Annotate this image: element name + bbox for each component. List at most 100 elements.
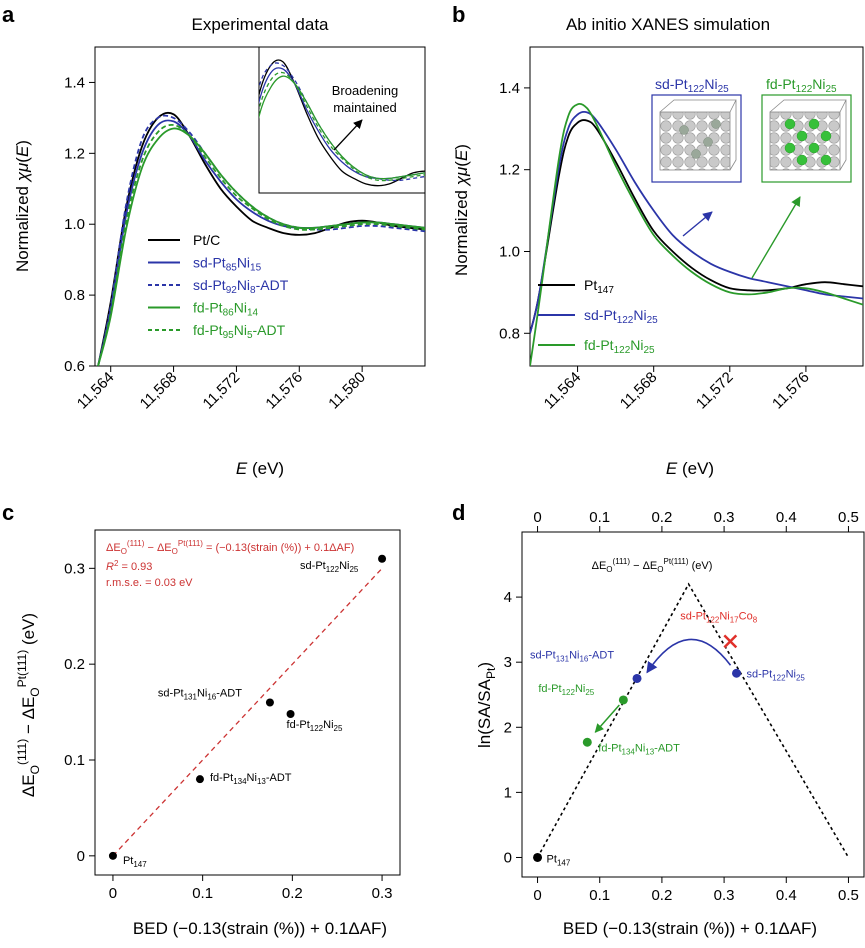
fit-r2: R2 = 0.93 bbox=[106, 559, 152, 573]
curve-Pt/C bbox=[97, 111, 425, 366]
sd-cluster-label: sd-Pt122Ni25 bbox=[655, 76, 729, 95]
top-tick-label: 0.4 bbox=[776, 509, 797, 526]
legend-label: fd-Pt122Ni25 bbox=[584, 337, 655, 356]
x-tick-label: 0.1 bbox=[192, 885, 213, 902]
panel-b-letter: b bbox=[452, 2, 465, 27]
curve-fd-Pt122Ni25 bbox=[530, 102, 863, 366]
top-axis-label: ΔEO(111) − ΔEOPt(111) (eV) bbox=[592, 557, 713, 574]
sd-cluster-image bbox=[651, 94, 742, 183]
panel-c-xlabel: BED (−0.13(strain (%)) + 0.1ΔAF) bbox=[133, 919, 387, 938]
point-label: fd-Pt134Ni13-ADT bbox=[210, 772, 292, 786]
panel-b-legend: Pt147 sd-Pt122Ni25 fd-Pt122Ni25 bbox=[538, 277, 658, 356]
curved-arrow bbox=[646, 638, 732, 674]
x-tick-label: 0.3 bbox=[714, 887, 735, 904]
point-label: fd-Pt134Ni13-ADT bbox=[598, 742, 680, 756]
panel-a-title: Experimental data bbox=[191, 15, 329, 34]
x-tick-label: 0.2 bbox=[651, 887, 672, 904]
y-tick-label: 1.2 bbox=[499, 162, 520, 179]
panel-d: d Pt147 sd-Pt131Ni16-ADT sd-Pt122Ni25 fd-Pt… bbox=[452, 500, 865, 938]
panel-c-frame bbox=[94, 529, 401, 876]
panel-c-x-axis: 0 0.1 0.2 0.3 bbox=[109, 875, 392, 902]
fd-cluster-arrow bbox=[751, 196, 801, 279]
panel-d-xlabel: BED (−0.13(strain (%)) + 0.1ΔAF) bbox=[563, 919, 817, 938]
inset-curve-Pt/C bbox=[259, 59, 425, 187]
top-tick-label: 0.2 bbox=[651, 509, 672, 526]
x-tick-label: 0.1 bbox=[589, 887, 610, 904]
legend-label: fd-Pt95Ni5-ADT bbox=[193, 322, 286, 341]
x-tick-label: 11,576 bbox=[262, 369, 306, 413]
x-tick-label: 0.4 bbox=[776, 887, 797, 904]
top-tick-label: 0 bbox=[533, 509, 541, 526]
fit-rmse: r.m.s.e. = 0.03 eV bbox=[106, 577, 193, 589]
data-point bbox=[265, 698, 274, 707]
legend-label: sd-Pt122Ni25 bbox=[584, 307, 658, 326]
panel-b-curves bbox=[530, 102, 863, 366]
inset-label-line1: Broadening bbox=[332, 83, 399, 98]
inset-label-line2: maintained bbox=[333, 100, 397, 115]
legend-label: fd-Pt86Ni14 bbox=[193, 300, 258, 319]
x-tick-label: 11,572 bbox=[200, 369, 244, 413]
legend-label: Pt/C bbox=[193, 232, 220, 248]
panel-d-x-axis: 0 0.1 0.2 0.3 0.4 0.5 bbox=[533, 877, 859, 904]
broadening-arrow bbox=[333, 119, 363, 151]
data-point bbox=[632, 673, 642, 683]
x-tick-label: 11,564 bbox=[541, 369, 585, 413]
y-tick-label: 0 bbox=[77, 848, 85, 865]
y-tick-label: 1.0 bbox=[64, 216, 85, 233]
panel-a-x-axis: 11,564 11,568 11,572 11,576 11,580 bbox=[74, 366, 369, 412]
fit-equation: ΔEO(111) − ΔEOPt(111) = (−0.13(strain (%… bbox=[106, 539, 354, 556]
panel-a-curves bbox=[97, 111, 425, 366]
point-label: sd-Pt131Ni16-ADT bbox=[158, 688, 242, 702]
x-tick-label: 11,576 bbox=[769, 369, 813, 413]
top-tick-label: 0.3 bbox=[714, 509, 735, 526]
y-tick-label: 1 bbox=[504, 784, 512, 801]
y-tick-label: 1.4 bbox=[499, 80, 520, 97]
x-tick-label: 11,568 bbox=[617, 369, 661, 413]
point-label: Pt147 bbox=[123, 855, 147, 869]
panel-a-xlabel: E (eV) bbox=[236, 459, 284, 478]
fit-line bbox=[112, 567, 383, 857]
x-tick-label: 11,568 bbox=[137, 369, 181, 413]
y-tick-label: 0.6 bbox=[64, 358, 85, 375]
data-point bbox=[378, 554, 387, 563]
sd-cluster-arrow bbox=[682, 211, 713, 237]
data-point bbox=[618, 695, 628, 705]
data-point bbox=[533, 852, 543, 862]
panel-a-legend: Pt/C sd-Pt85Ni15 sd-Pt92Ni8-ADT fd-Pt86Ni14… bbox=[148, 232, 289, 341]
x-tick-label: 0 bbox=[109, 885, 117, 902]
point-label: fd-Pt122Ni25 bbox=[538, 683, 594, 697]
panel-d-y-axis: 0 1 2 3 4 bbox=[504, 589, 522, 866]
y-tick-label: 1.2 bbox=[64, 145, 85, 162]
panel-b-y-axis: 0.8 1.0 1.2 1.4 bbox=[499, 80, 530, 342]
panel-a-letter: a bbox=[2, 2, 15, 27]
panel-a-y-axis: 0.6 0.8 1.0 1.2 1.4 bbox=[64, 74, 95, 375]
panel-d-ylabel: ln(SA/SAPt) bbox=[475, 662, 498, 748]
panel-b: b Ab initio XANES simulation 0.8 1.0 1.2 1.… bbox=[452, 2, 864, 478]
x-tick-label: 0.5 bbox=[838, 887, 859, 904]
fd-cluster-label: fd-Pt122Ni25 bbox=[766, 76, 837, 95]
panel-d-top-axis: 0 0.1 0.2 0.3 0.4 0.5 bbox=[533, 509, 859, 532]
y-tick-label: 0.2 bbox=[64, 656, 85, 673]
panel-c-points: Pt147 fd-Pt134Ni13-ADT sd-Pt131Ni16-ADT fd-… bbox=[108, 554, 387, 869]
x-marker bbox=[723, 634, 738, 649]
point-label: sd-Pt122Ni25 bbox=[747, 668, 806, 682]
panel-b-x-axis: 11,564 11,568 11,572 11,576 bbox=[541, 366, 813, 412]
x-tick-label: 11,572 bbox=[693, 369, 737, 413]
y-tick-label: 0 bbox=[504, 849, 512, 866]
inset-curve-sd-Pt85Ni15 bbox=[259, 67, 425, 180]
panel-c-y-axis: 0 0.1 0.2 0.3 bbox=[64, 560, 95, 865]
y-tick-label: 0.8 bbox=[499, 325, 520, 342]
curve-fd-Pt95Ni5-ADT bbox=[97, 123, 425, 366]
y-tick-label: 2 bbox=[504, 719, 512, 736]
fd-cluster-image bbox=[761, 94, 852, 183]
point-label: fd-Pt122Ni25 bbox=[287, 719, 343, 733]
panel-b-ylabel: Normalized χμ(E) bbox=[452, 144, 471, 276]
data-point bbox=[732, 668, 742, 678]
green-arrow bbox=[594, 704, 620, 733]
x-tick-label: 0.2 bbox=[282, 885, 303, 902]
panel-b-xlabel: E (eV) bbox=[666, 459, 714, 478]
legend-label: Pt147 bbox=[584, 277, 614, 296]
y-tick-label: 1.4 bbox=[64, 74, 85, 91]
curve-sd-Pt92Ni8-ADT bbox=[97, 114, 425, 366]
panel-b-title: Ab initio XANES simulation bbox=[566, 15, 770, 34]
